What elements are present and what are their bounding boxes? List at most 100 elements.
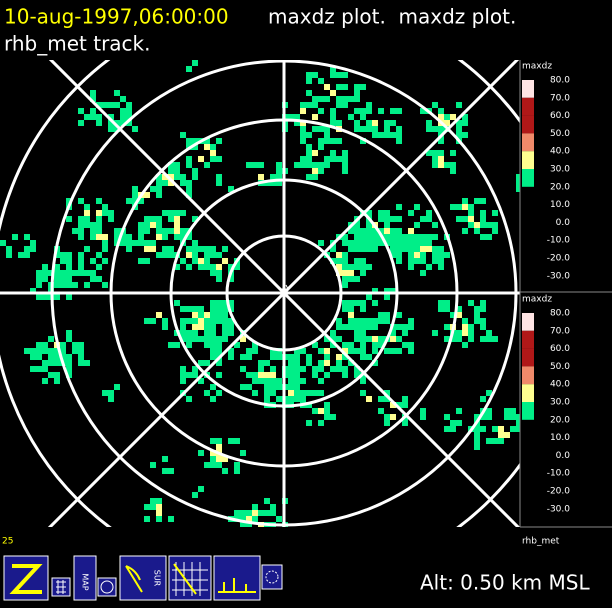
- echo-cell: [174, 300, 180, 306]
- echo-cell: [228, 324, 234, 330]
- echo-cell: [342, 258, 348, 264]
- echo-cell: [378, 216, 384, 222]
- echo-cell: [408, 246, 414, 252]
- echo-cell: [402, 330, 408, 336]
- echo-cell: [156, 228, 162, 234]
- echo-cell: [294, 366, 300, 372]
- echo-cell: [390, 288, 396, 294]
- surveillance-button[interactable]: [119, 555, 167, 601]
- settings-button[interactable]: [261, 564, 283, 590]
- echo-cell: [396, 336, 402, 342]
- echo-cell: [228, 264, 234, 270]
- echo-cell: [480, 210, 486, 216]
- echo-cell: [150, 246, 156, 252]
- echo-cell: [48, 354, 54, 360]
- echo-cell: [114, 234, 120, 240]
- echo-cell: [300, 348, 306, 354]
- echo-cell: [198, 306, 204, 312]
- echo-cell: [306, 174, 312, 180]
- echo-cell: [156, 216, 162, 222]
- echo-cell: [462, 330, 468, 336]
- echo-cell: [216, 264, 222, 270]
- echo-cell: [516, 180, 520, 186]
- echo-cell: [372, 120, 378, 126]
- colorbar-swatch: [522, 366, 534, 385]
- echo-cell: [264, 396, 270, 402]
- echo-cell: [360, 108, 366, 114]
- echo-cell: [228, 306, 234, 312]
- echo-cell: [192, 336, 198, 342]
- echo-cell: [318, 420, 324, 426]
- colorbar-level: 10.0: [550, 433, 570, 443]
- echo-cell: [150, 504, 156, 510]
- echo-cell: [456, 216, 462, 222]
- echo-cell: [336, 366, 342, 372]
- echo-cell: [312, 408, 318, 414]
- echo-cell: [330, 114, 336, 120]
- echo-cell: [90, 96, 96, 102]
- echo-cell: [474, 318, 480, 324]
- colorbar-level: -20.0: [547, 487, 571, 497]
- rhi-button[interactable]: [168, 555, 212, 601]
- echo-cell: [348, 348, 354, 354]
- echo-cell: [432, 126, 438, 132]
- echo-cell: [210, 396, 216, 402]
- echo-cell: [210, 156, 216, 162]
- echo-cell: [318, 78, 324, 84]
- echo-cell: [366, 318, 372, 324]
- echo-cell: [198, 264, 204, 270]
- echo-cell: [240, 510, 246, 516]
- echo-cell: [204, 336, 210, 342]
- echo-cell: [444, 252, 450, 258]
- echo-cell: [342, 102, 348, 108]
- echo-cell: [78, 258, 84, 264]
- echo-cell: [30, 366, 36, 372]
- echo-cell: [330, 120, 336, 126]
- echo-cell: [480, 324, 486, 330]
- echo-cell: [462, 114, 468, 120]
- echo-cell: [486, 234, 492, 240]
- echo-cell: [396, 252, 402, 258]
- echo-cell: [150, 186, 156, 192]
- echo-cell: [84, 204, 90, 210]
- echo-cell: [354, 126, 360, 132]
- echo-cell: [54, 378, 60, 384]
- echo-cell: [66, 216, 72, 222]
- echo-cell: [426, 150, 432, 156]
- echo-cell: [474, 426, 480, 432]
- echo-cell: [432, 150, 438, 156]
- echo-cell: [252, 372, 258, 378]
- echo-cell: [342, 264, 348, 270]
- platform-label: rhb_met: [522, 537, 560, 547]
- echo-cell: [294, 372, 300, 378]
- ground-button[interactable]: [213, 555, 261, 601]
- echo-cell: [228, 186, 234, 192]
- echo-cell: [294, 396, 300, 402]
- echo-cell: [480, 414, 486, 420]
- echo-cell: [414, 234, 420, 240]
- echo-cell: [354, 318, 360, 324]
- echo-cell: [6, 252, 12, 258]
- echo-cell: [204, 246, 210, 252]
- echo-cell: [354, 222, 360, 228]
- echo-cell: [192, 318, 198, 324]
- echo-cell: [246, 354, 252, 360]
- echo-cell: [366, 240, 372, 246]
- map-button[interactable]: [73, 555, 97, 601]
- echo-cell: [210, 306, 216, 312]
- echo-cell: [384, 420, 390, 426]
- echo-cell: [138, 234, 144, 240]
- echo-cell: [138, 240, 144, 246]
- ship-track: [276, 284, 292, 293]
- echo-cell: [450, 162, 456, 168]
- echo-cell: [402, 342, 408, 348]
- echo-cell: [120, 96, 126, 102]
- echo-cell: [174, 168, 180, 174]
- echo-cell: [324, 402, 330, 408]
- echo-cell: [390, 252, 396, 258]
- echo-cell: [54, 276, 60, 282]
- echo-cell: [360, 228, 366, 234]
- echo-cell: [390, 120, 396, 126]
- echo-cell: [216, 438, 222, 444]
- echo-cell: [258, 378, 264, 384]
